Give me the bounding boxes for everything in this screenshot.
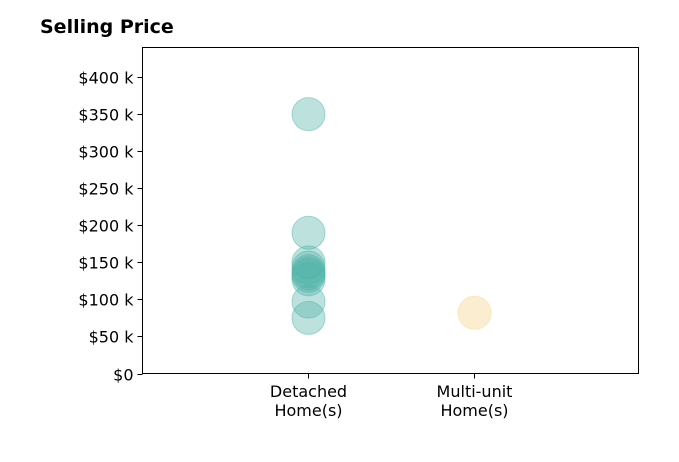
- chart-title: Selling Price: [40, 16, 174, 38]
- y-tick-label: $250 k: [78, 180, 134, 199]
- data-point: [291, 256, 326, 291]
- data-point: [457, 295, 492, 330]
- plot-frame: [142, 47, 639, 374]
- data-point: [291, 262, 326, 297]
- y-tick-label: $150 k: [78, 254, 134, 273]
- x-category-label: Detached: [270, 382, 347, 401]
- data-point: [291, 258, 326, 293]
- y-tick-label: $350 k: [78, 106, 134, 125]
- y-tick-label: $0: [113, 366, 133, 385]
- y-tick-label: $400 k: [78, 69, 134, 88]
- data-point: [291, 250, 326, 285]
- data-point: [291, 300, 326, 335]
- y-axis: $0 $50 k $100 k $150 k $200 k $250 k $300 k $35…: [78, 69, 143, 385]
- data-points: [291, 97, 492, 335]
- y-tick-label: $50 k: [89, 328, 135, 347]
- y-tick-label: $100 k: [78, 291, 134, 310]
- y-tick-label: $200 k: [78, 217, 134, 236]
- data-point: [291, 245, 326, 280]
- data-point: [291, 254, 326, 289]
- data-point: [291, 284, 326, 319]
- x-category-label: Home(s): [274, 401, 342, 420]
- x-category-label: Home(s): [440, 401, 508, 420]
- data-point: [291, 215, 326, 250]
- y-tick-label: $300 k: [78, 143, 134, 162]
- data-point: [291, 97, 326, 132]
- x-category-label: Multi-unit: [437, 382, 513, 401]
